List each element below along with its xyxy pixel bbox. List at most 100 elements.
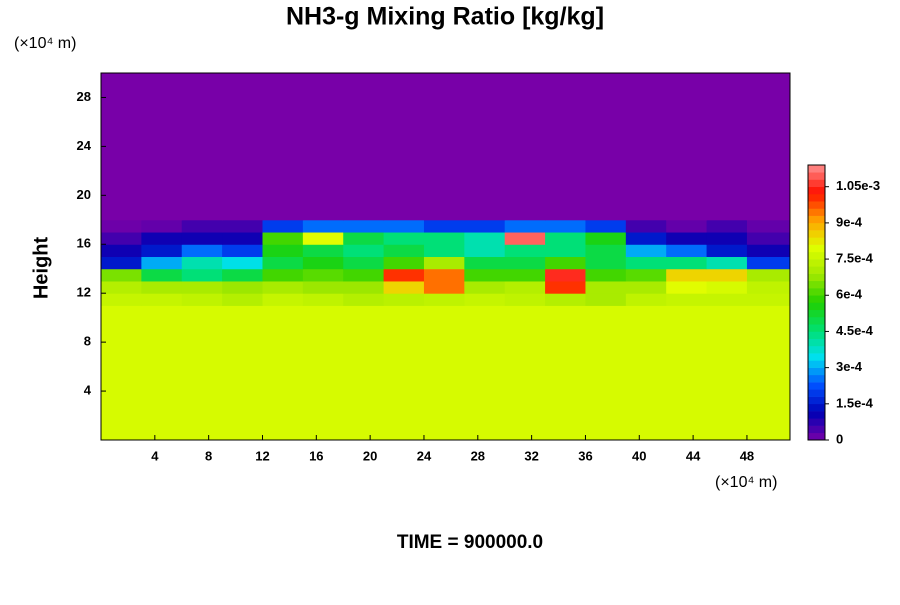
heatmap-cell — [585, 219, 627, 233]
heatmap-cell — [302, 268, 344, 282]
heatmap-cell — [181, 219, 223, 233]
heatmap-cell — [625, 305, 667, 441]
heatmap-cell — [585, 305, 627, 441]
colorbar-step — [808, 273, 825, 282]
heatmap-cell — [181, 256, 223, 270]
heatmap-cell — [302, 256, 344, 270]
heatmap-cell — [706, 305, 748, 441]
heatmap-cell — [181, 280, 223, 294]
y-tick-label: 4 — [84, 383, 92, 398]
heatmap-cell — [625, 232, 667, 245]
heatmap-cell — [585, 73, 627, 221]
heatmap-cell — [585, 268, 627, 282]
heatmap-cell — [464, 219, 506, 233]
colorbar-step — [808, 215, 825, 224]
x-tick-label: 28 — [471, 448, 485, 463]
heatmap-cell — [141, 73, 183, 221]
heatmap-cell — [383, 280, 425, 294]
heatmap-cell — [302, 73, 344, 221]
heatmap-cell — [504, 293, 546, 306]
heatmap-cell — [746, 219, 791, 233]
heatmap-cell — [222, 293, 263, 306]
chart-title: NH3-g Mixing Ratio [kg/kg] — [286, 3, 604, 31]
x-tick-label: 16 — [309, 448, 323, 463]
y-tick-label: 16 — [77, 236, 91, 251]
heatmap-cell — [222, 256, 263, 270]
colorbar-step — [808, 338, 825, 347]
heatmap-cell — [181, 305, 223, 441]
heatmap-cell — [141, 219, 183, 233]
heatmap-cell — [343, 256, 385, 270]
heatmap-cell — [101, 268, 142, 282]
heatmap-cell — [141, 293, 183, 306]
heatmap-cell — [423, 232, 465, 245]
heatmap-cell — [504, 305, 546, 441]
heatmap-cell — [302, 219, 344, 233]
colorbar-step — [808, 316, 825, 325]
heatmap-cell — [343, 232, 385, 245]
heatmap-cell — [423, 219, 465, 233]
colorbar-step — [808, 288, 825, 296]
heatmap-cell — [262, 73, 304, 221]
heatmap-cell — [464, 256, 506, 270]
heatmap-cell — [101, 305, 142, 441]
heatmap-cell — [504, 268, 546, 282]
heatmap-cell — [222, 280, 263, 294]
heatmap-cell — [262, 305, 304, 441]
heatmap-cell — [141, 244, 183, 257]
x-tick-label: 4 — [151, 448, 159, 463]
heatmap-cell — [383, 268, 425, 282]
heatmap-cell — [302, 305, 344, 441]
heatmap-cell — [666, 73, 708, 221]
heatmap-cell — [625, 256, 667, 270]
heatmap-cell — [464, 73, 506, 221]
heatmap-cell — [666, 244, 708, 257]
heatmap-cell — [302, 293, 344, 306]
heatmap-cell — [222, 73, 263, 221]
colorbar-step — [808, 230, 825, 238]
colorbar-step — [808, 259, 825, 267]
heatmap-cell — [383, 305, 425, 441]
heatmap-cell — [423, 268, 465, 282]
heatmap-cell — [141, 232, 183, 245]
x-tick-label: 40 — [632, 448, 646, 463]
heatmap-cell — [504, 232, 546, 245]
heatmap-cell — [383, 244, 425, 257]
heatmap-cell — [625, 280, 667, 294]
colorbar-step — [808, 432, 825, 441]
heatmap-cell — [101, 244, 142, 257]
heatmap-cell — [423, 280, 465, 294]
colorbar-step — [808, 396, 825, 405]
heatmap-cell — [706, 244, 748, 257]
colorbar-step — [808, 165, 825, 173]
plot-frame — [100, 72, 791, 441]
heatmap-cell — [302, 280, 344, 294]
heatmap-cell — [222, 305, 263, 441]
colorbar-tick-label: 0 — [836, 431, 843, 446]
x-tick-label: 24 — [417, 448, 432, 463]
heatmap-cell — [262, 219, 304, 233]
colorbar-step — [808, 302, 825, 311]
heatmap-cell — [464, 305, 506, 441]
heatmap-cell — [504, 256, 546, 270]
heatmap-cell — [545, 256, 586, 270]
colorbar-step — [808, 345, 825, 354]
colorbar-step — [808, 382, 825, 390]
y-tick-label: 8 — [84, 334, 91, 349]
colorbar-step — [808, 425, 825, 434]
colorbar-tick-label: 9e-4 — [836, 214, 863, 229]
x-tick-label: 12 — [255, 448, 269, 463]
heatmap-cell — [545, 305, 586, 441]
x-tick-label: 36 — [578, 448, 592, 463]
heatmap-cell — [383, 256, 425, 270]
heatmap-cell — [383, 219, 425, 233]
heatmap-cell — [383, 73, 425, 221]
heatmap-cell — [141, 305, 183, 441]
colorbar-frame — [807, 164, 826, 441]
x-tick-label: 44 — [686, 448, 701, 463]
heatmap-cell — [423, 293, 465, 306]
colorbar-step — [808, 389, 825, 397]
heatmap-cell — [666, 280, 708, 294]
y-tick-label: 28 — [77, 89, 91, 104]
heatmap-cell — [585, 293, 627, 306]
